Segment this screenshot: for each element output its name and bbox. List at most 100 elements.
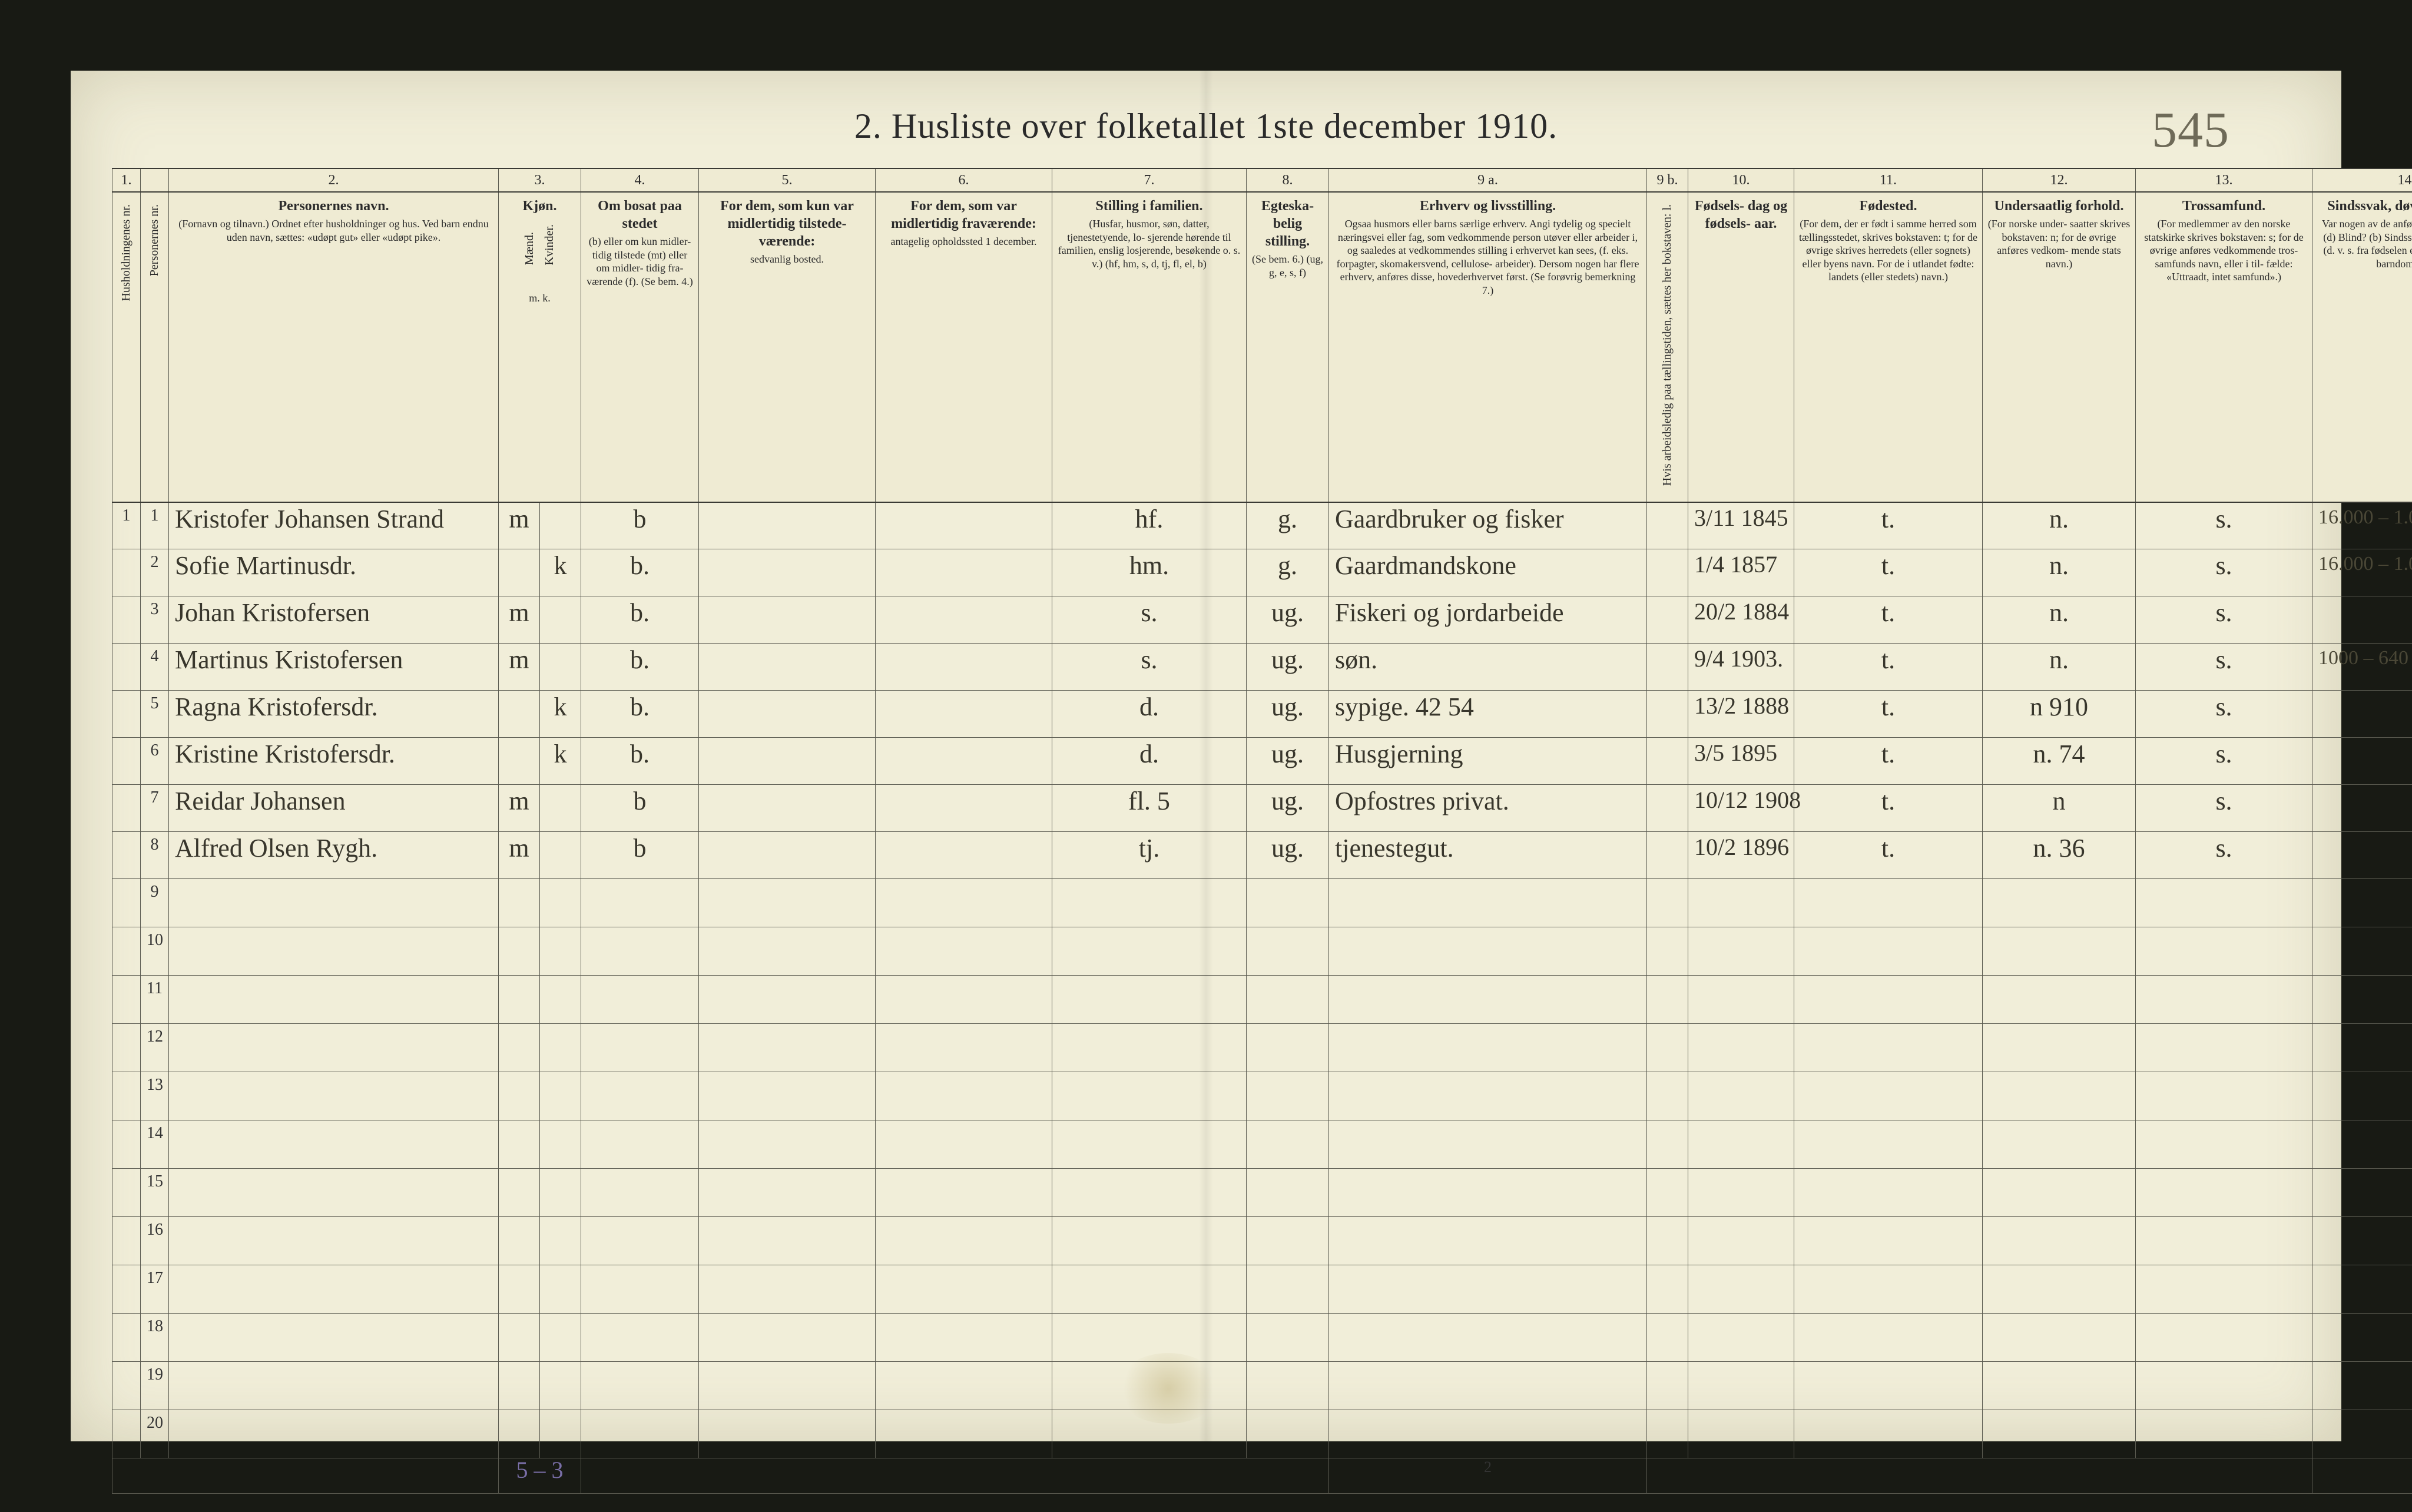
cell-nationality: n 910: [1983, 691, 2136, 738]
cell-blank: [2312, 927, 2412, 976]
cell-blank: [169, 1217, 499, 1265]
cell-household-nr: [112, 644, 141, 691]
cell-birthplace: t.: [1794, 549, 1983, 596]
cell-family-position: fl. 5: [1052, 785, 1247, 832]
cell-blank: [169, 927, 499, 976]
cell-disability-note: [2312, 785, 2412, 832]
cell-occupation: Gaardmandskone: [1329, 549, 1647, 596]
cell-disability-note: 1000 – 640 – 1 0 – 0: [2312, 644, 2412, 691]
cell-temp-present: [699, 644, 876, 691]
cell-blank: [1247, 1169, 1329, 1217]
cell-dob: 10/12 1908: [1688, 785, 1794, 832]
col-header-label: Kjøn.: [503, 197, 576, 215]
cell-blank: [1052, 879, 1247, 927]
cell-marital: g.: [1247, 549, 1329, 596]
colnum: [141, 168, 169, 192]
cell-blank: [1983, 1072, 2136, 1120]
column-number-row: 1. 2. 3. 4. 5. 6. 7. 8. 9 a. 9 b. 10. 11…: [112, 168, 2412, 192]
cell-nationality: n. 74: [1983, 738, 2136, 785]
cell-blank: [876, 1120, 1052, 1169]
cell-nationality: n.: [1983, 596, 2136, 644]
cell-blank: [1794, 1265, 1983, 1314]
cell-family-position: d.: [1052, 691, 1247, 738]
col-header-sub: (For medlemmer av den norske statskirke …: [2141, 217, 2307, 284]
cell-blank: [2312, 1169, 2412, 1217]
colnum: 9 a.: [1329, 168, 1647, 192]
table-row-blank: 16: [112, 1217, 2412, 1265]
col-header-label: Personernes nr.: [146, 197, 163, 283]
cell-blank: [1647, 1410, 1688, 1458]
cell-temp-present: [699, 596, 876, 644]
cell-blank: [699, 1024, 876, 1072]
colnum: 11.: [1794, 168, 1983, 192]
cell-sex-k: [540, 596, 581, 644]
table-row: 2Sofie Martinusdr.kb.hm.g.Gaardmandskone…: [112, 549, 2412, 596]
cell-blank: [876, 1217, 1052, 1265]
colnum: 4.: [581, 168, 699, 192]
cell-temp-absent: [876, 691, 1052, 738]
cell-blank: [1329, 927, 1647, 976]
table-row-blank: 20: [112, 1410, 2412, 1458]
cell-dob: 1/4 1857: [1688, 549, 1794, 596]
cell-religion: s.: [2136, 832, 2312, 879]
cell-blank: [1688, 1410, 1794, 1458]
cell-dob: 20/2 1884: [1688, 596, 1794, 644]
cell-blank: [1647, 927, 1688, 976]
cell-blank: [876, 927, 1052, 976]
cell-blank: [1329, 1410, 1647, 1458]
cell-blank: [1052, 1217, 1247, 1265]
cell-blank: [1647, 1072, 1688, 1120]
cell-blank: [2136, 1120, 2312, 1169]
cell-family-position: tj.: [1052, 832, 1247, 879]
col-header-temp-present: For dem, som kun var midlertidig tilsted…: [699, 192, 876, 502]
col-header-sub: (Husfar, husmor, søn, datter, tjenestety…: [1057, 217, 1241, 270]
cell-blank: [1688, 1314, 1794, 1362]
cell-blank: [699, 1362, 876, 1410]
cell-blank: [581, 1410, 699, 1458]
cell-blank: [2136, 1265, 2312, 1314]
colnum: 3.: [499, 168, 581, 192]
cell-blank: [1688, 1265, 1794, 1314]
cell-disability-note: 16.000 – 1.070 – 3: [2312, 502, 2412, 549]
cell-blank: [499, 927, 540, 976]
cell-blank: [699, 927, 876, 976]
cell-blank: [1688, 1217, 1794, 1265]
cell-disability-note: [2312, 738, 2412, 785]
cell-blank: [499, 1120, 540, 1169]
cell-disability-note: [2312, 832, 2412, 879]
col-header-sub: (Se bem. 6.) (ug, g, e, s, f): [1251, 253, 1324, 279]
cell-blank: [1247, 1265, 1329, 1314]
colnum: 8.: [1247, 168, 1329, 192]
footer-blank: [1647, 1458, 2312, 1494]
cell-blank: [1794, 879, 1983, 927]
col-header-label: Personernes navn.: [174, 197, 493, 215]
cell-blank: [169, 1362, 499, 1410]
col-header-nationality: Undersaatlig forhold. (For norske under-…: [1983, 192, 2136, 502]
cell-sex-m: m: [499, 502, 540, 549]
cell-blank: [1247, 1362, 1329, 1410]
summary-count: 5 – 3: [499, 1458, 581, 1494]
colnum: 5.: [699, 168, 876, 192]
cell-person-nr: 15: [141, 1169, 169, 1217]
cell-blank: [876, 1072, 1052, 1120]
cell-household-nr: [112, 1072, 141, 1120]
cell-sex-m: m: [499, 596, 540, 644]
cell-blank: [1329, 879, 1647, 927]
col-header-name: Personernes navn. (Fornavn og tilnavn.) …: [169, 192, 499, 502]
cell-blank: [1688, 1169, 1794, 1217]
cell-unemployed: [1647, 549, 1688, 596]
cell-blank: [1329, 1314, 1647, 1362]
cell-household-nr: [112, 1265, 141, 1314]
cell-blank: [1983, 1314, 2136, 1362]
cell-blank: [1247, 1217, 1329, 1265]
cell-household-nr: [112, 785, 141, 832]
cell-blank: [1052, 1024, 1247, 1072]
cell-temp-absent: [876, 549, 1052, 596]
cell-family-position: d.: [1052, 738, 1247, 785]
cell-family-position: s.: [1052, 644, 1247, 691]
cell-unemployed: [1647, 596, 1688, 644]
cell-religion: s.: [2136, 549, 2312, 596]
cell-sex-m: [499, 738, 540, 785]
column-heading-row: Husholdningenes nr. Personernes nr. Pers…: [112, 192, 2412, 502]
cell-blank: [2136, 1410, 2312, 1458]
